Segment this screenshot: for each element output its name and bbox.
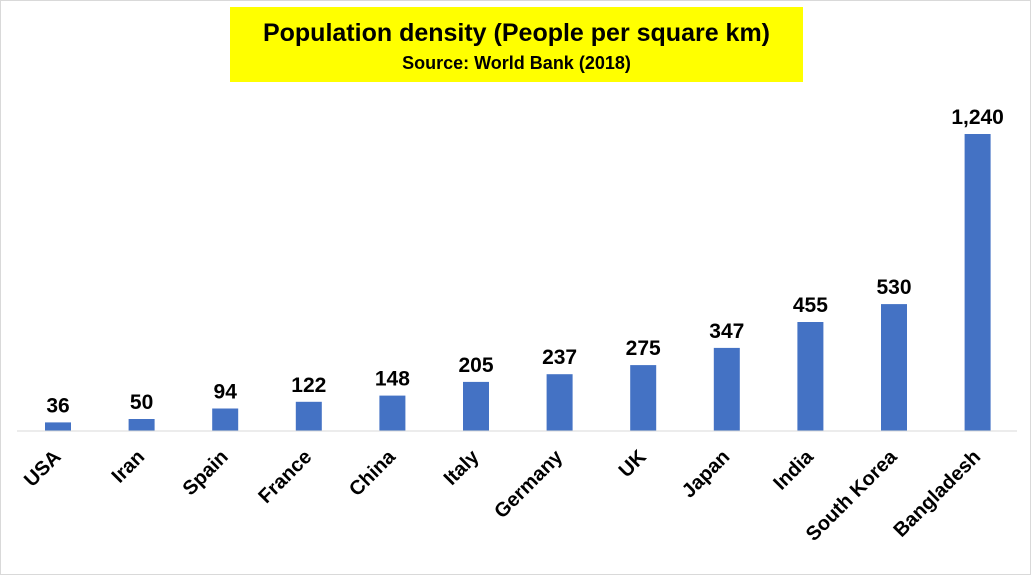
bar-india — [797, 322, 824, 431]
value-label-italy: 205 — [458, 354, 493, 377]
value-labels-group: 36 50 94 122 148 205 237 275 347 455 530 1,240 — [46, 106, 1004, 417]
value-label-spain: 94 — [214, 381, 238, 404]
title-box: Population density (People per square km… — [230, 7, 803, 82]
category-label-bangladesh: Bangladesh — [889, 446, 985, 542]
bar-china — [379, 395, 406, 431]
bar-italy — [463, 381, 489, 431]
value-label-india: 455 — [793, 294, 828, 317]
category-label-spain: Spain — [179, 446, 233, 500]
value-label-usa: 36 — [46, 394, 69, 417]
value-label-china: 148 — [375, 368, 410, 391]
value-label-uk: 275 — [626, 337, 661, 360]
bar-japan — [713, 347, 740, 431]
bar-spain — [212, 408, 239, 431]
value-label-bangladesh: 1,240 — [951, 106, 1004, 129]
bar-france — [295, 401, 322, 431]
bar-usa — [45, 422, 71, 431]
value-label-germany: 237 — [542, 346, 577, 369]
category-label-south-korea: South Korea — [802, 445, 902, 545]
bars-group — [45, 134, 991, 431]
category-label-china: China — [345, 445, 400, 500]
bar-iran — [128, 419, 155, 431]
chart-title: Population density (People per square km… — [262, 19, 771, 47]
category-label-france: France — [254, 446, 316, 508]
bar-germany — [546, 374, 573, 431]
value-label-france: 122 — [291, 374, 326, 397]
category-label-india: India — [769, 445, 818, 494]
value-label-iran: 50 — [130, 391, 153, 414]
category-labels-group: USA Iran Spain France China Italy Germany UK Jap… — [20, 445, 985, 545]
chart-subtitle: Source: World Bank (2018) — [402, 53, 631, 73]
category-label-usa: USA — [20, 446, 65, 491]
category-label-iran: Iran — [108, 446, 149, 487]
category-label-germany: Germany — [490, 445, 567, 522]
category-label-uk: UK — [615, 446, 651, 482]
value-label-south-korea: 530 — [876, 276, 911, 299]
bar-south-korea — [881, 304, 907, 431]
bar-uk — [630, 365, 657, 431]
bar-bangladesh — [964, 134, 991, 431]
category-label-italy: Italy — [440, 445, 484, 489]
value-label-japan: 347 — [709, 320, 744, 343]
category-label-japan: Japan — [678, 446, 734, 502]
